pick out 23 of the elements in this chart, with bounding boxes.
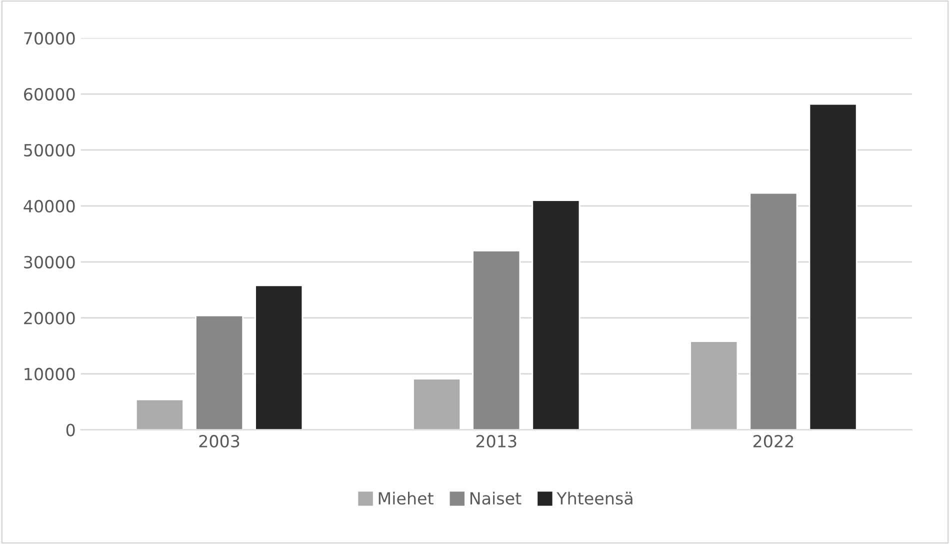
y-tick-label: 70000 <box>24 32 75 45</box>
y-tick-label: 50000 <box>24 144 75 157</box>
legend-label: Yhteensä <box>556 492 632 505</box>
bar <box>195 314 244 430</box>
bar <box>135 398 184 430</box>
legend-label: Naiset <box>470 492 522 505</box>
bar <box>472 250 521 430</box>
x-tick-label: 2022 <box>753 434 793 448</box>
bar <box>749 192 798 430</box>
bar <box>690 340 738 430</box>
y-tick-label: 10000 <box>24 368 75 380</box>
legend-label: Miehet <box>378 492 434 505</box>
y-tick-label: 20000 <box>24 312 75 324</box>
bar <box>412 378 462 430</box>
x-tick-label: 2003 <box>199 434 240 448</box>
y-tick-label: 30000 <box>24 256 75 268</box>
bar <box>254 284 304 430</box>
bar <box>532 200 580 430</box>
y-tick-label: 0 <box>66 424 75 436</box>
bar <box>808 103 858 430</box>
y-tick-label: 40000 <box>24 200 75 213</box>
x-tick-label: 2013 <box>476 434 516 448</box>
y-tick-label: 60000 <box>24 88 75 101</box>
